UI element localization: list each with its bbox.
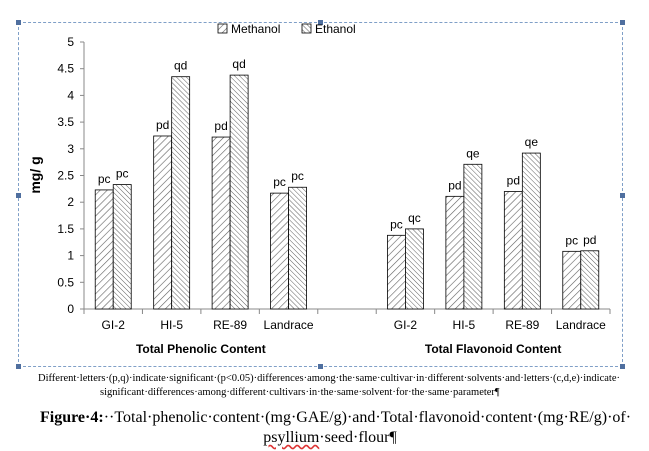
legend: Methanol Ethanol bbox=[217, 22, 356, 36]
bar-ethanol bbox=[229, 74, 249, 310]
resize-handle-middle-left[interactable] bbox=[16, 193, 21, 198]
bar-data-label: pd bbox=[507, 174, 520, 188]
bar-methanol bbox=[387, 234, 406, 310]
bar-data-label: qe bbox=[466, 146, 480, 160]
bar-ethanol bbox=[112, 184, 132, 310]
bar-data-label: pc bbox=[273, 175, 286, 189]
resize-handle-bottom-middle[interactable] bbox=[318, 364, 323, 369]
bar-ethanol bbox=[288, 186, 307, 310]
bar-data-label: pc bbox=[390, 217, 403, 231]
y-tick-label: 2.5 bbox=[57, 169, 74, 183]
resize-handle-bottom-right[interactable] bbox=[620, 364, 625, 369]
caption-word-psyllium: psyllium bbox=[263, 429, 320, 446]
figure-footnote: Different·letters·(p,q)·indicate·signifi… bbox=[38, 372, 628, 400]
bar-data-label: pc bbox=[291, 169, 304, 183]
y-tick-label: 1.5 bbox=[57, 222, 74, 236]
group-label: Total Phenolic Content bbox=[136, 342, 266, 356]
bar-data-label: pd bbox=[156, 118, 169, 132]
x-tick-label: GI-2 bbox=[102, 318, 126, 332]
y-tick-label: 4.5 bbox=[57, 62, 74, 76]
bar-methanol bbox=[211, 136, 231, 310]
caption-label: Figure·4: bbox=[40, 409, 104, 426]
y-tick-label: 0 bbox=[67, 302, 74, 316]
bar-methanol bbox=[503, 191, 523, 310]
resize-handle-top-middle[interactable] bbox=[318, 20, 323, 25]
x-tick-label: GI-2 bbox=[394, 318, 418, 332]
group-label: Total Flavonoid Content bbox=[425, 342, 561, 356]
bar-data-label: qe bbox=[525, 135, 539, 149]
caption-line2-rest: ·seed·flour¶ bbox=[319, 429, 397, 446]
bar-methanol bbox=[445, 195, 465, 310]
resize-handle-top-left[interactable] bbox=[16, 20, 21, 25]
bar-methanol bbox=[153, 135, 173, 310]
bar-ethanol bbox=[405, 228, 424, 310]
bar-ethanol bbox=[580, 250, 600, 310]
y-tick-label: 4 bbox=[67, 88, 74, 102]
bar-data-label: pd bbox=[214, 119, 227, 133]
legend-label-methanol: Methanol bbox=[231, 22, 280, 36]
resize-handle-middle-right[interactable] bbox=[620, 193, 625, 198]
bar-data-label: qd bbox=[174, 59, 187, 73]
y-tick-label: 3.5 bbox=[57, 115, 74, 129]
y-tick-label: 0.5 bbox=[57, 275, 74, 289]
bar-ethanol bbox=[463, 163, 483, 310]
resize-handle-top-right[interactable] bbox=[620, 20, 625, 25]
bar-ethanol bbox=[521, 152, 541, 310]
bar-data-label: pc bbox=[98, 172, 111, 186]
y-tick-label: 1 bbox=[67, 249, 74, 263]
x-tick-label: HI-5 bbox=[160, 318, 183, 332]
y-tick-label: 5 bbox=[67, 35, 74, 49]
bar-chart: 0 0.5 1 1.5 2 2.5 3 3.5 4 4.5 5 GI-2 HI-5 RE-89 Landr… bbox=[27, 22, 611, 356]
bar-data-label: pd bbox=[583, 233, 596, 247]
x-tick-label: RE-89 bbox=[213, 318, 247, 332]
bar-data-label: pc bbox=[116, 167, 129, 181]
legend-swatch-methanol bbox=[217, 23, 228, 34]
bar-data-label: qc bbox=[408, 211, 421, 225]
y-axis-label: mg/ g bbox=[27, 156, 43, 193]
footnote-line-1: Different·letters·(p,q)·indicate·signifi… bbox=[38, 373, 620, 384]
bar-data-label: pd bbox=[448, 178, 461, 192]
figure-caption: Figure·4:··Total·phenolic·content·(mg·GA… bbox=[40, 408, 631, 448]
y-tick-label: 2 bbox=[67, 195, 74, 209]
footnote-line-2: significant·differences·among·different·… bbox=[100, 387, 500, 398]
y-tick-label: 3 bbox=[67, 142, 74, 156]
bar-methanol bbox=[94, 189, 114, 310]
y-axis: 0 0.5 1 1.5 2 2.5 3 3.5 4 4.5 5 bbox=[57, 35, 85, 316]
bar-methanol bbox=[270, 192, 289, 310]
resize-handle-bottom-left[interactable] bbox=[16, 364, 21, 369]
chart-frame bbox=[16, 20, 625, 369]
x-tick-label: Landrace bbox=[264, 318, 314, 332]
legend-swatch-ethanol bbox=[301, 23, 312, 34]
x-tick-label: HI-5 bbox=[453, 318, 476, 332]
x-tick-label: Landrace bbox=[556, 318, 606, 332]
bar-ethanol bbox=[171, 76, 191, 310]
caption-text: ··Total·phenolic·content·(mg·GAE/g)·and·… bbox=[103, 409, 632, 426]
legend-label-ethanol: Ethanol bbox=[315, 22, 356, 36]
x-tick-label: RE-89 bbox=[505, 318, 539, 332]
bar-data-label: qd bbox=[232, 57, 245, 71]
bar-data-label: pc bbox=[565, 233, 578, 247]
bar-methanol bbox=[562, 250, 582, 310]
x-axis: GI-2 HI-5 RE-89 Landrace Total Phenolic Cont… bbox=[83, 308, 611, 356]
